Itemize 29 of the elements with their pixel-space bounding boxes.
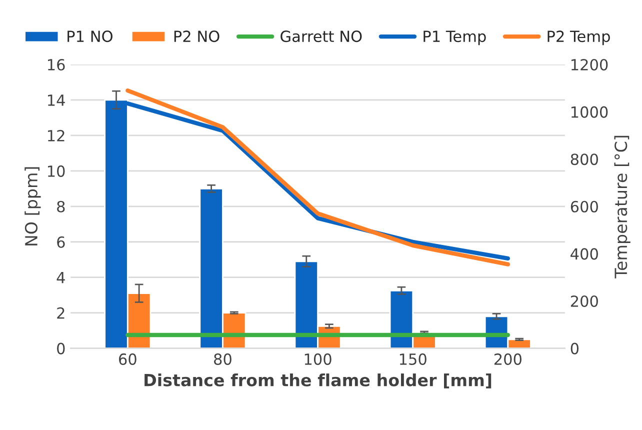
y2-tick-label: 200 <box>570 295 598 308</box>
y2-axis-title: Temperature [°C] <box>614 136 630 278</box>
x-tick-label: 80 <box>214 353 232 365</box>
y-axis-title: NO [ppm] <box>24 167 41 246</box>
y2-tick-label: 1000 <box>572 106 608 118</box>
x-tick-label: 200 <box>494 353 522 365</box>
x-axis-title: Distance from the flame holder [mm] <box>144 374 492 388</box>
y-tick-label: 12 <box>48 130 64 142</box>
y2-tick-label: 400 <box>570 248 598 260</box>
y-tick-label: 10 <box>48 165 65 177</box>
x-tick-label: 150 <box>400 353 426 365</box>
x-tick-label: 60 <box>119 353 136 365</box>
y2-tick-label: 0 <box>570 342 579 354</box>
y2-tick-label: 1200 <box>572 58 608 71</box>
legend-label: P2 Temp <box>548 30 610 46</box>
legend-label: Garrett NO <box>280 30 362 42</box>
y-tick-label: 8 <box>57 200 65 212</box>
legend-label: P2 NO <box>174 30 220 42</box>
y-tick-label: 2 <box>57 307 64 319</box>
x-tick-label: 100 <box>304 353 332 365</box>
y-tick-label: 14 <box>48 94 65 106</box>
y-tick-label: 16 <box>48 58 65 71</box>
y-tick-label: 6 <box>57 236 65 248</box>
y2-tick-label: 800 <box>570 154 598 166</box>
legend-label: P1 NO <box>68 30 112 42</box>
y-tick-label: 0 <box>57 342 65 354</box>
y-tick-label: 4 <box>56 272 65 284</box>
y2-tick-label: 600 <box>570 200 598 212</box>
legend-label: P1 Temp <box>424 30 486 46</box>
